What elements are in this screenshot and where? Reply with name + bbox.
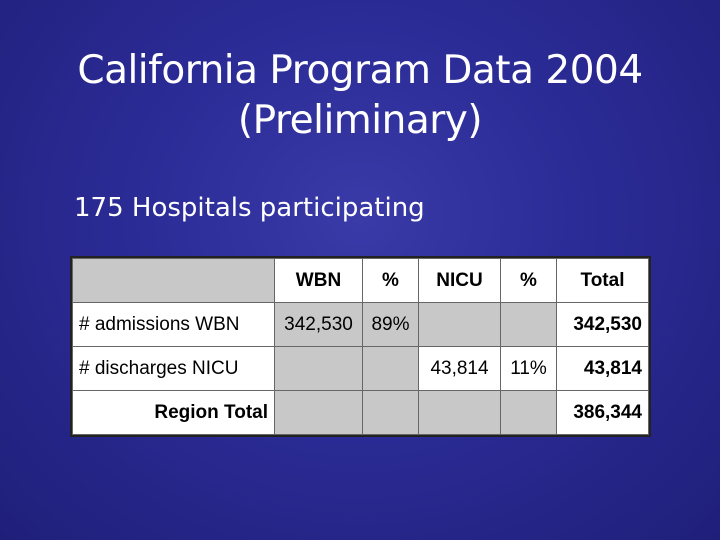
- header-corner-cell: [72, 258, 275, 303]
- cell-total: 342,530: [556, 302, 649, 347]
- header-nicu: NICU: [418, 258, 501, 303]
- cell-wbn: 342,530: [274, 302, 363, 347]
- cell-nicu: [418, 390, 501, 435]
- slide-subtitle: 175 Hospitals participating: [74, 193, 425, 223]
- slide-title-line-1: California Program Data 2004: [77, 48, 643, 93]
- slide-title: California Program Data 2004 (Preliminar…: [0, 46, 720, 146]
- cell-wbn-percent: [362, 346, 419, 391]
- row-label: # admissions WBN: [72, 302, 275, 347]
- header-wbn-percent: %: [362, 258, 419, 303]
- header-total: Total: [556, 258, 649, 303]
- cell-total: 43,814: [556, 346, 649, 391]
- table-row: # admissions WBN 342,530 89% 342,530: [72, 302, 649, 347]
- cell-nicu-percent: 11%: [500, 346, 557, 391]
- cell-wbn-percent: 89%: [362, 302, 419, 347]
- program-data-table: WBN % NICU % Total # admissions WBN 342,…: [70, 256, 651, 437]
- cell-wbn: [274, 390, 363, 435]
- table-row: # discharges NICU 43,814 11% 43,814: [72, 346, 649, 391]
- cell-nicu: [418, 302, 501, 347]
- cell-nicu-percent: [500, 302, 557, 347]
- table-row: Region Total 386,344: [72, 390, 649, 435]
- row-label: # discharges NICU: [72, 346, 275, 391]
- row-label: Region Total: [72, 390, 275, 435]
- cell-wbn-percent: [362, 390, 419, 435]
- table-header-row: WBN % NICU % Total: [72, 258, 649, 303]
- cell-wbn: [274, 346, 363, 391]
- slide-title-line-2: (Preliminary): [237, 98, 483, 143]
- cell-nicu: 43,814: [418, 346, 501, 391]
- cell-total: 386,344: [556, 390, 649, 435]
- header-wbn: WBN: [274, 258, 363, 303]
- header-nicu-percent: %: [500, 258, 557, 303]
- cell-nicu-percent: [500, 390, 557, 435]
